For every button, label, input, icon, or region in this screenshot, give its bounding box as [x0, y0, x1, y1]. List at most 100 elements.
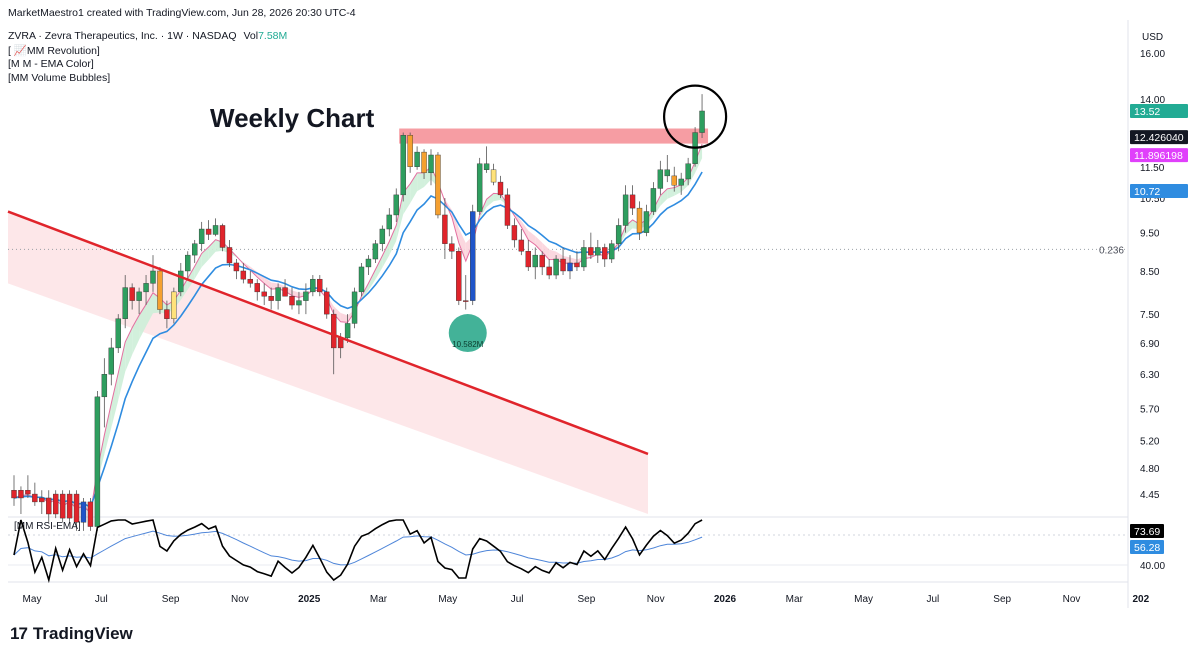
candle-body — [518, 239, 525, 252]
ema-ribbon-segment — [486, 193, 494, 207]
candle-body — [53, 493, 59, 515]
candle-body — [567, 262, 573, 272]
ema-ribbon-segment — [104, 403, 112, 455]
ema-ribbon-segment — [695, 144, 703, 174]
descending-trendline — [7, 210, 649, 456]
candle-body — [657, 169, 664, 189]
ema-fast-line — [13, 143, 703, 514]
candle-body — [581, 247, 587, 268]
price-tick-label: 14.00 — [1140, 95, 1165, 106]
ema-ribbon-segment — [458, 228, 466, 262]
credit-line: MarketMaestro1 created with TradingView.… — [8, 7, 356, 19]
candle-body — [595, 247, 601, 256]
rsi-value-badge — [1130, 524, 1164, 538]
time-axis-label: Jul — [95, 594, 108, 605]
ema-ribbon-segment — [333, 306, 341, 322]
price-tick-label: 6.90 — [1140, 339, 1160, 350]
ema-ribbon-segment — [417, 172, 425, 192]
ema-ribbon-segment — [382, 241, 390, 268]
ema-ribbon-segment — [625, 219, 633, 235]
ema-ribbon-segment — [549, 249, 557, 260]
ema-ribbon-segment — [368, 269, 376, 291]
time-axis-label: Nov — [231, 594, 249, 605]
candle-body — [463, 300, 469, 302]
candle-body — [386, 214, 392, 230]
candle-body — [636, 207, 643, 233]
candle-body — [393, 194, 399, 216]
time-axis-label: Nov — [647, 594, 665, 605]
candle-body — [150, 270, 156, 284]
candle-body — [129, 287, 135, 301]
tradingview-brand[interactable]: 17 TradingView — [10, 624, 133, 644]
ema-ribbon-segment — [688, 161, 696, 186]
candle-body — [219, 225, 226, 248]
ema-value-3-badge — [1130, 183, 1188, 198]
candle-body — [185, 254, 191, 272]
time-axis-label: Sep — [993, 594, 1011, 605]
ema-ribbon-segment — [180, 278, 188, 301]
candle-body — [483, 163, 490, 170]
ema-value-3-text: 10.72 — [1134, 186, 1160, 198]
candle-body — [497, 181, 504, 196]
time-axis-label: Jul — [927, 594, 940, 605]
symbol-line: ZVRA · Zevra Therapeutics, Inc. · 1W · N… — [8, 30, 287, 42]
candle-body — [143, 283, 149, 293]
volume-bubble-label: 10.582M — [452, 340, 483, 349]
time-axis-label: Nov — [1063, 594, 1081, 605]
candle-body — [233, 262, 240, 272]
candle-body — [414, 151, 420, 167]
candle-body — [254, 283, 260, 293]
candle-body — [379, 228, 386, 244]
volume-bubble — [448, 314, 487, 353]
candle-body — [449, 243, 455, 252]
price-tick-label: 10.50 — [1140, 194, 1165, 205]
rsi-line — [13, 519, 703, 584]
candle-body — [164, 309, 170, 319]
rsi-ema-line — [13, 530, 703, 566]
ema-ribbon-segment — [264, 277, 272, 290]
candle-body — [25, 490, 31, 495]
candle-body — [456, 251, 462, 301]
resistance-zone — [399, 128, 709, 144]
ema-ribbon-segment — [271, 282, 279, 290]
ema-ribbon-segment — [660, 188, 668, 206]
tradingview-logo-icon: 17 — [10, 624, 28, 643]
indicator-3[interactable]: [MM Volume Bubbles] — [8, 72, 111, 84]
candle-body — [442, 214, 448, 244]
descending-channel — [8, 211, 648, 514]
candle-body — [94, 396, 101, 527]
rsi-ema-text: 56.28 — [1134, 542, 1160, 554]
price-tick-label: 5.70 — [1140, 405, 1160, 416]
candle-body — [588, 247, 594, 256]
candle-body — [671, 175, 677, 186]
candle-body — [317, 278, 323, 293]
price-tick-label: 11.50 — [1140, 163, 1165, 174]
ema-value-1-badge — [1130, 130, 1188, 145]
candle-body — [560, 258, 566, 272]
time-axis-label: 2026 — [714, 594, 737, 605]
candle-body — [609, 243, 615, 260]
ema-ribbon-segment — [681, 177, 689, 192]
candle-body — [310, 278, 316, 293]
ema-ribbon-segment — [389, 225, 397, 256]
fib-label: 0.236 — [1099, 245, 1124, 256]
time-axis-label: Mar — [786, 594, 804, 605]
candle-body — [650, 188, 657, 212]
ema-ribbon-segment — [194, 253, 202, 279]
indicator-1[interactable]: [ 📈MM Revolution] — [8, 45, 100, 57]
ema-ribbon-segment — [111, 372, 119, 428]
candle-body — [372, 243, 379, 260]
candle-body — [685, 163, 691, 180]
candle-body — [344, 323, 351, 339]
candle-body — [324, 291, 330, 315]
indicator-2[interactable]: [M M - EMA Color] — [8, 58, 94, 70]
tradingview-name: TradingView — [32, 624, 133, 643]
ema-ribbon-segment — [146, 292, 153, 327]
candle-body — [108, 347, 115, 375]
candle-body — [32, 493, 38, 503]
candle-body — [212, 225, 219, 235]
candle-body — [622, 194, 629, 226]
volume-label: Vol — [243, 30, 259, 42]
candle-body — [525, 251, 531, 268]
